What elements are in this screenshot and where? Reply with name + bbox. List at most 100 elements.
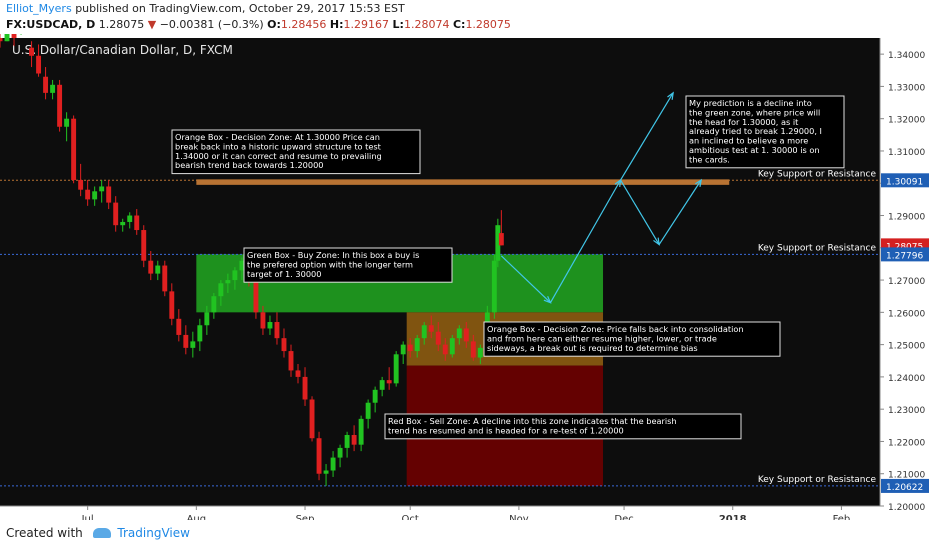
annotation-text: target of 1. 30000 (247, 269, 321, 279)
candle-body (267, 322, 273, 329)
candle-body (323, 470, 329, 474)
y-tick-label: 1.20000 (888, 503, 925, 513)
candle-body (92, 191, 98, 200)
tradingview-logo-icon (92, 527, 111, 538)
candle-body (435, 331, 441, 345)
candle-body (379, 380, 385, 390)
candle-body (407, 344, 413, 352)
y-tick-label: 1.27000 (888, 277, 925, 287)
candle-body (197, 325, 203, 342)
candle-body (127, 215, 133, 222)
candle-body (71, 118, 77, 181)
annotation-box (243, 247, 453, 283)
annotation-text: the green zone, where price will (689, 107, 820, 117)
x-tick-label: Jul (81, 514, 94, 520)
candle-body (141, 230, 147, 261)
annotation-text: bearish trend back towards 1.20000 (175, 160, 324, 170)
x-tick-label: Sep (296, 514, 315, 520)
annotation-text: and from here can either resume higher, … (487, 333, 717, 343)
candle-body (386, 380, 392, 384)
annotation-orange-box: Orange Box - Decision Zone: Price falls … (483, 321, 781, 357)
down-arrow-icon: ▼ (147, 18, 157, 31)
candle-body (309, 399, 315, 439)
candle-body (414, 338, 420, 352)
tradingview-link[interactable]: TradingView (117, 526, 190, 540)
y-tick-label: 1.21000 (888, 471, 925, 481)
close-label: C: (452, 18, 466, 31)
candle-body (155, 265, 161, 274)
candle-body (477, 347, 483, 358)
candle-body (428, 325, 434, 332)
quote-line: FX:USDCAD, D 1.28075 ▼ −0.00381 (−0.3%) … (6, 18, 932, 31)
annotation-text: Orange Box - Decision Zone: Price falls … (487, 324, 744, 334)
price-axis-label: 1.20622 (886, 483, 923, 493)
candle-body (316, 438, 322, 474)
annotation-text: an inclined to believe a more (689, 136, 808, 146)
y-tick-label: 1.22000 (888, 438, 925, 448)
candle-body (78, 180, 84, 190)
close-value: 1.28075 (465, 18, 511, 31)
candle-body (50, 84, 56, 93)
price-axis-label-bg (881, 478, 929, 493)
author-link[interactable]: Elliot_Myers (6, 2, 72, 15)
high-value: 1.29167 (343, 18, 390, 31)
price-chart[interactable]: U.S. Dollar/Canadian Dollar, D, FXCM Key … (0, 34, 932, 520)
candle-body (148, 260, 154, 274)
candle-body (0, 38, 3, 42)
candle-body (302, 376, 308, 400)
candle-body (232, 270, 238, 281)
key-level-label: Key Support or Resistance (758, 169, 877, 179)
y-tick-label: 1.33000 (888, 83, 925, 93)
candle-body (253, 280, 259, 313)
projection-arrow (658, 179, 702, 245)
annotation-box (171, 129, 421, 175)
candle-body (288, 351, 294, 371)
y-tick-label: 1.26000 (888, 309, 925, 319)
projection-arrow (549, 179, 622, 303)
candle-body (57, 84, 63, 127)
annotation-text: already tried to break 1.29000, I (689, 126, 822, 136)
candle-body (29, 47, 35, 56)
candle-body (239, 260, 245, 271)
y-tick-label: 1.24000 (888, 374, 925, 384)
candle-body (190, 341, 196, 348)
candle-body (260, 312, 266, 329)
candle-body (113, 202, 119, 226)
candle-body (358, 418, 364, 445)
arrowhead (543, 296, 552, 304)
candle-body (344, 434, 350, 448)
arrowhead (667, 91, 674, 100)
price-axis-label-bg (881, 173, 929, 188)
annotation-text: Red Box - Sell Zone: A decline into this… (388, 416, 677, 426)
x-tick-label: Feb (833, 514, 851, 520)
candle-body (204, 312, 210, 326)
candle-body (36, 55, 42, 74)
annotation-text: Orange Box - Decision Zone: At 1.30000 P… (175, 132, 380, 142)
price-axis-label: 1.27796 (886, 251, 923, 261)
annotation-text: trend has resumed and is headed for a re… (388, 425, 624, 435)
symbol-label[interactable]: FX:USDCAD, D (6, 18, 96, 31)
low-value: 1.28074 (403, 18, 450, 31)
price-axis-label-bg (881, 247, 929, 262)
candle-body (442, 344, 448, 355)
candle-body (274, 322, 280, 339)
candle-body (491, 260, 497, 313)
candle-body (134, 215, 140, 231)
annotation-green-box: Green Box - Buy Zone: In this box a buy … (243, 247, 453, 283)
candle-body (4, 34, 10, 42)
candle-body (351, 434, 357, 445)
annotation-box (685, 95, 845, 169)
annotation-text: break back into a historic upward struct… (175, 141, 382, 151)
annotation-text: ambitious test at 1. 30000 is on (689, 145, 820, 155)
candle-body (162, 265, 168, 292)
annotation-text: My prediction is a decline into (689, 98, 812, 108)
annotation-text: the head for 1.30000, as it (689, 117, 799, 127)
y-tick-label: 1.23000 (888, 406, 925, 416)
published-text: published on TradingView.com, October 29… (75, 2, 405, 15)
candle-body (183, 334, 189, 348)
candle-body (498, 233, 504, 246)
x-tick-label: 2018 (719, 514, 747, 520)
candle-body (295, 370, 301, 377)
x-tick-label: Aug (187, 514, 207, 520)
